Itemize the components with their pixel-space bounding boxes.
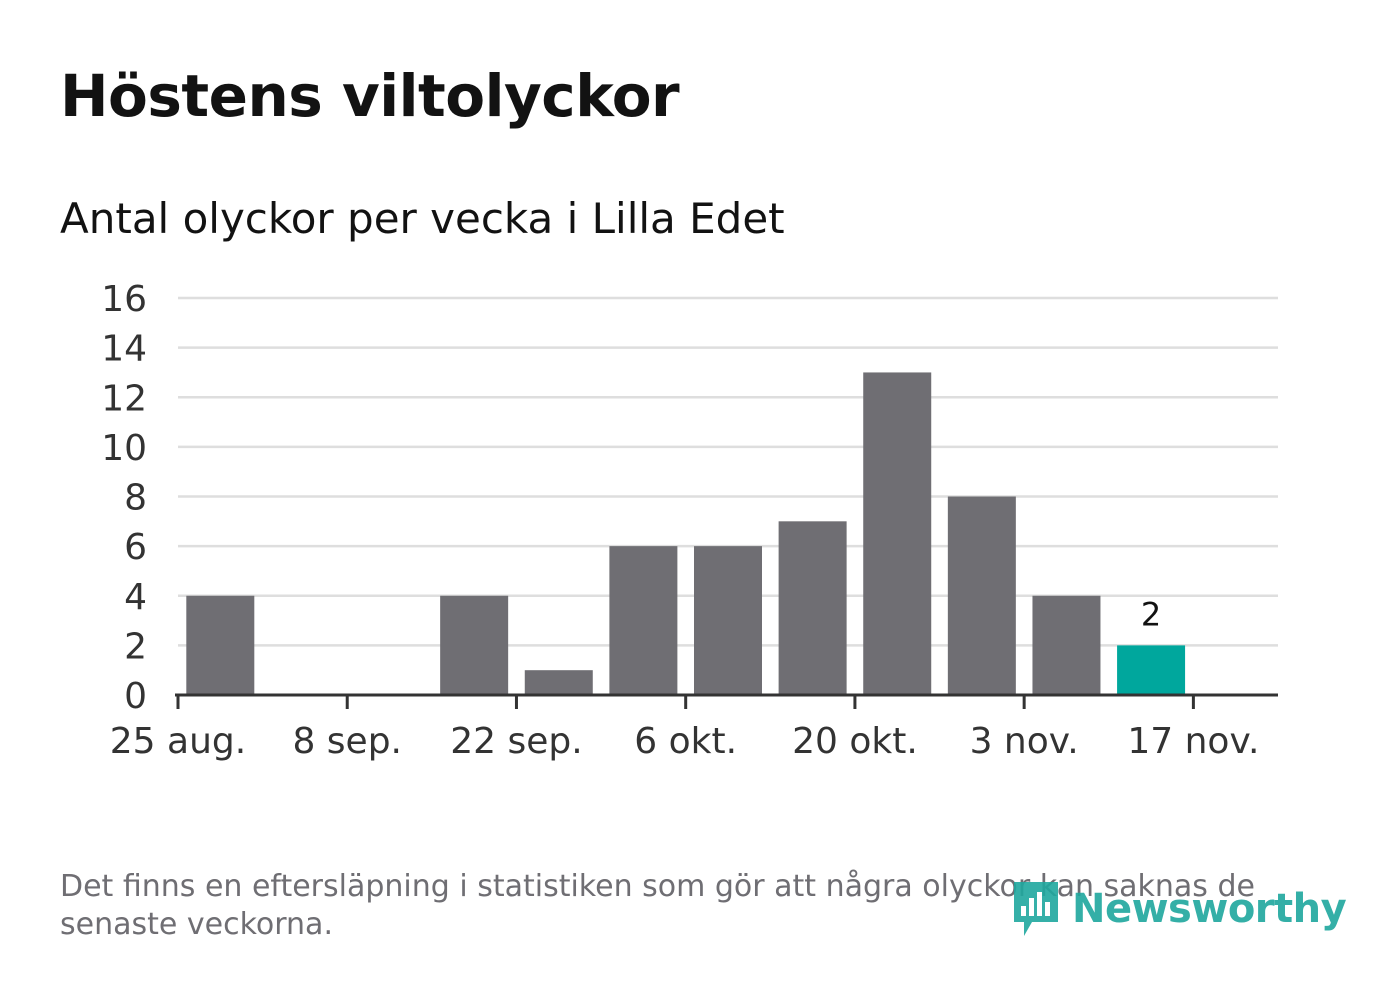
bar: [694, 546, 762, 695]
bar-value-label: 2: [1141, 595, 1161, 633]
brand-name: Newsworthy: [1072, 886, 1347, 932]
chart-title: Höstens viltolyckor: [60, 62, 680, 130]
bar-highlighted: [1117, 645, 1186, 695]
x-tick-label: 25 aug.: [110, 721, 246, 762]
newsworthy-icon: [1014, 882, 1058, 936]
y-tick-label: 8: [124, 478, 147, 519]
y-tick-label: 4: [124, 577, 147, 618]
x-tick-label: 8 sep.: [292, 721, 402, 762]
bar: [524, 670, 593, 695]
newsworthy-logo: Newsworthy: [1010, 878, 1347, 940]
x-tick-label: 22 sep.: [450, 721, 582, 762]
bars: [186, 372, 1186, 695]
y-tick-label: 10: [101, 428, 147, 469]
chart-subtitle: Antal olyckor per vecka i Lilla Edet: [60, 194, 785, 243]
bar: [947, 496, 1016, 695]
x-axis: 25 aug. 8 sep. 22 sep. 6 okt. 20 okt. 3 nov. 1…: [110, 693, 1278, 762]
x-tick-label: 17 nov.: [1127, 721, 1259, 762]
y-axis-labels: 0 2 4 6 8 10 12 14 16: [101, 279, 147, 717]
bar: [440, 595, 509, 695]
y-tick-label: 2: [124, 626, 147, 667]
x-tick-label: 3 nov.: [970, 721, 1079, 762]
y-tick-label: 12: [101, 378, 147, 419]
y-tick-label: 0: [124, 676, 147, 717]
y-tick-label: 6: [124, 527, 147, 568]
bar: [863, 372, 932, 695]
x-tick-label: 20 okt.: [792, 721, 918, 762]
y-tick-label: 14: [101, 329, 147, 370]
bar: [778, 521, 847, 695]
bar: [186, 595, 255, 695]
y-tick-label: 16: [101, 279, 147, 320]
bar-chart: 0 2 4 6 8 10 12 14 16 25 aug. 8 sep. 22 sep. 6 okt.…: [101, 279, 1278, 762]
bar: [1032, 595, 1101, 695]
data-labels: 2: [1141, 595, 1161, 633]
x-tick-label: 6 okt.: [634, 721, 737, 762]
bar: [609, 546, 678, 695]
